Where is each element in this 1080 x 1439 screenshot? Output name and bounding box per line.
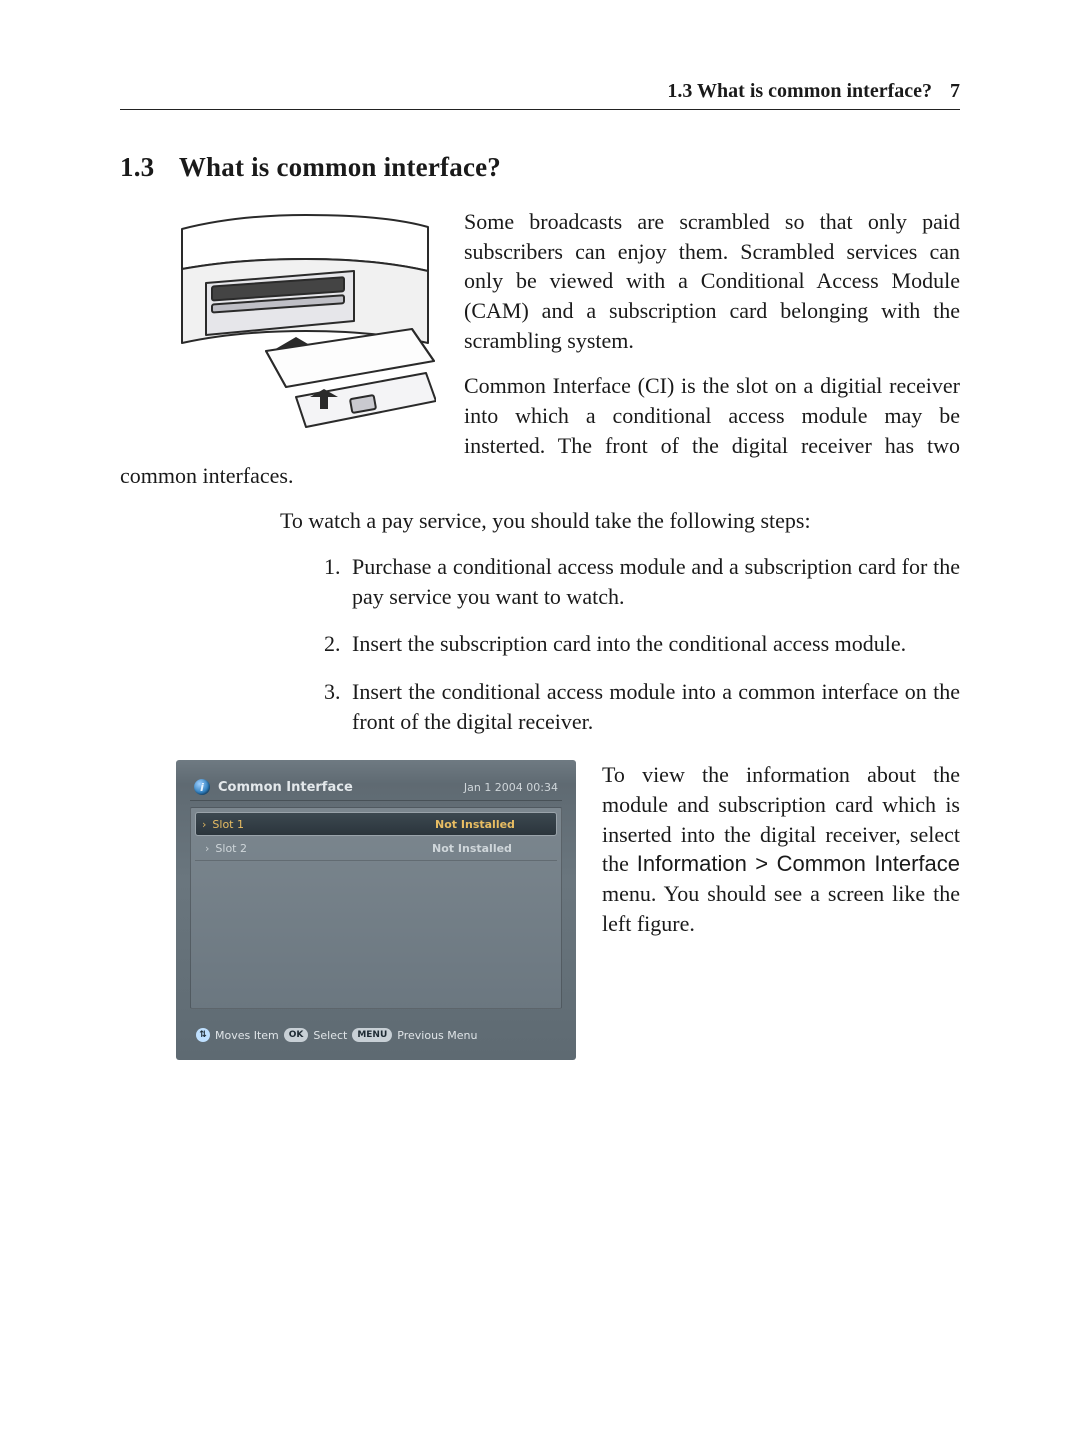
tv-header: i Common Interface Jan 1 2004 00:34 bbox=[190, 774, 562, 801]
screenshot-row: i Common Interface Jan 1 2004 00:34 › Sl… bbox=[120, 760, 960, 1060]
page-number: 7 bbox=[950, 80, 960, 103]
hint-moves: Moves Item bbox=[215, 1029, 279, 1042]
slot-label: Slot 2 bbox=[215, 842, 397, 855]
menu-path: Information > Common Interface bbox=[637, 851, 960, 876]
tv-timestamp: Jan 1 2004 00:34 bbox=[464, 781, 558, 794]
intro-block: Some broadcasts are scrambled so that on… bbox=[120, 207, 960, 506]
slot-label: Slot 1 bbox=[212, 818, 400, 831]
para4-b: menu. You should see a screen like the l… bbox=[602, 881, 960, 936]
hint-select: Select bbox=[313, 1029, 347, 1042]
running-header: 1.3 What is common interface? 7 bbox=[120, 80, 960, 110]
cam-slot-icon bbox=[176, 211, 436, 441]
tv-body: › Slot 1 Not Installed › Slot 2 Not Inst… bbox=[190, 807, 562, 1009]
page: 1.3 What is common interface? 7 1.3 What… bbox=[0, 0, 1080, 1439]
tv-title: Common Interface bbox=[218, 780, 456, 795]
slot-row-selected[interactable]: › Slot 1 Not Installed bbox=[195, 812, 557, 836]
paragraph-4: To view the information about the module… bbox=[602, 760, 960, 938]
section-heading: 1.3 What is common interface? bbox=[120, 152, 960, 183]
slot-row[interactable]: › Slot 2 Not Installed bbox=[195, 836, 557, 861]
steps-list: Purchase a conditional access module and… bbox=[120, 552, 960, 736]
screenshot-caption: To view the information about the module… bbox=[602, 760, 960, 1060]
tv-hint-bar: ⇅ Moves Item OK Select MENU Previous Men… bbox=[196, 1028, 477, 1042]
menu-pill: MENU bbox=[352, 1028, 392, 1042]
step-item: Insert the conditional access module int… bbox=[346, 677, 960, 736]
slot-status: Not Installed bbox=[400, 818, 550, 831]
chevron-right-icon: › bbox=[202, 818, 206, 831]
step-item: Insert the subscription card into the co… bbox=[346, 629, 960, 659]
running-title: 1.3 What is common interface? bbox=[667, 80, 932, 103]
ok-pill: OK bbox=[284, 1028, 309, 1042]
device-illustration bbox=[176, 211, 436, 441]
section-title: What is common interface? bbox=[179, 152, 501, 182]
slot-status: Not Installed bbox=[397, 842, 547, 855]
updown-icon: ⇅ bbox=[196, 1028, 210, 1042]
chevron-right-icon: › bbox=[205, 842, 209, 855]
ci-screenshot: i Common Interface Jan 1 2004 00:34 › Sl… bbox=[176, 760, 576, 1060]
step-item: Purchase a conditional access module and… bbox=[346, 552, 960, 611]
tv-frame: i Common Interface Jan 1 2004 00:34 › Sl… bbox=[176, 760, 576, 1060]
section-number: 1.3 bbox=[120, 152, 154, 182]
hint-prev: Previous Menu bbox=[397, 1029, 477, 1042]
paragraph-3: To watch a pay service, you should take … bbox=[280, 506, 960, 536]
info-icon: i bbox=[194, 779, 210, 795]
